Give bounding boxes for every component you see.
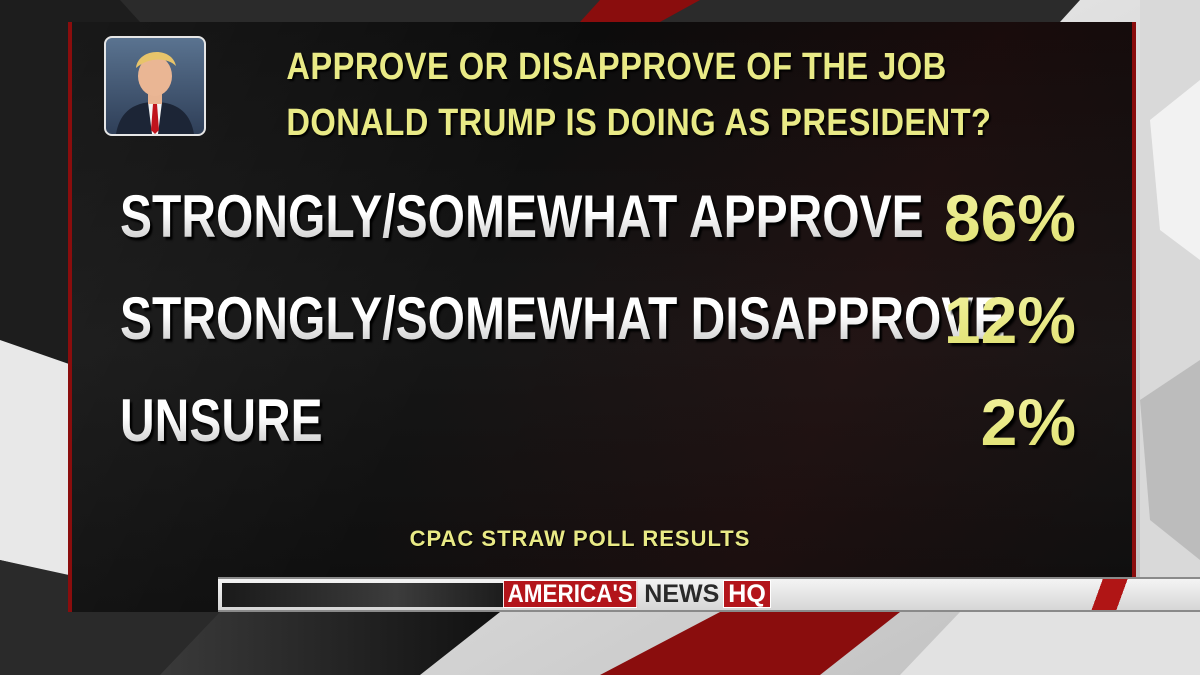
lower-third-bar: [218, 577, 1200, 612]
result-label: STRONGLY/SOMEWHAT DISAPPROVE: [120, 285, 1006, 352]
result-label: STRONGLY/SOMEWHAT APPROVE: [120, 183, 924, 250]
logo-americas: AMERICA'S: [503, 580, 638, 608]
result-value: 86%: [943, 181, 1076, 255]
bg-red-streak-top: [580, 0, 700, 22]
poll-question-line-1: APPROVE OR DISAPPROVE OF THE JOB: [286, 46, 947, 88]
logo-news: NEWS: [644, 580, 720, 608]
lower-third-dark-segment: [222, 583, 512, 607]
bg-shard-light-bottom: [900, 612, 1200, 675]
poll-source: CPAC STRAW POLL RESULTS: [409, 526, 751, 551]
poll-question-line-2: DONALD TRUMP IS DOING AS PRESIDENT?: [286, 102, 992, 144]
lower-third-red-stripe: [1078, 579, 1148, 610]
poll-panel: [68, 22, 1136, 612]
result-value: 12%: [943, 283, 1076, 357]
bg-shard-dark-bottom: [160, 612, 500, 675]
bg-red-streak-bottom: [600, 612, 900, 675]
logo-hq: HQ: [723, 580, 771, 608]
panel-shine: [72, 22, 1132, 612]
bg-shard-right-light: [1150, 80, 1200, 260]
show-logo: AMERICA'S NEWS HQ: [503, 580, 771, 608]
bg-shard-right-grey: [1140, 360, 1200, 560]
result-value: 2%: [980, 385, 1076, 459]
result-label: UNSURE: [120, 387, 323, 454]
person-portrait-icon: [104, 36, 206, 136]
bg-shard-dark-bottom-left: [0, 560, 230, 675]
